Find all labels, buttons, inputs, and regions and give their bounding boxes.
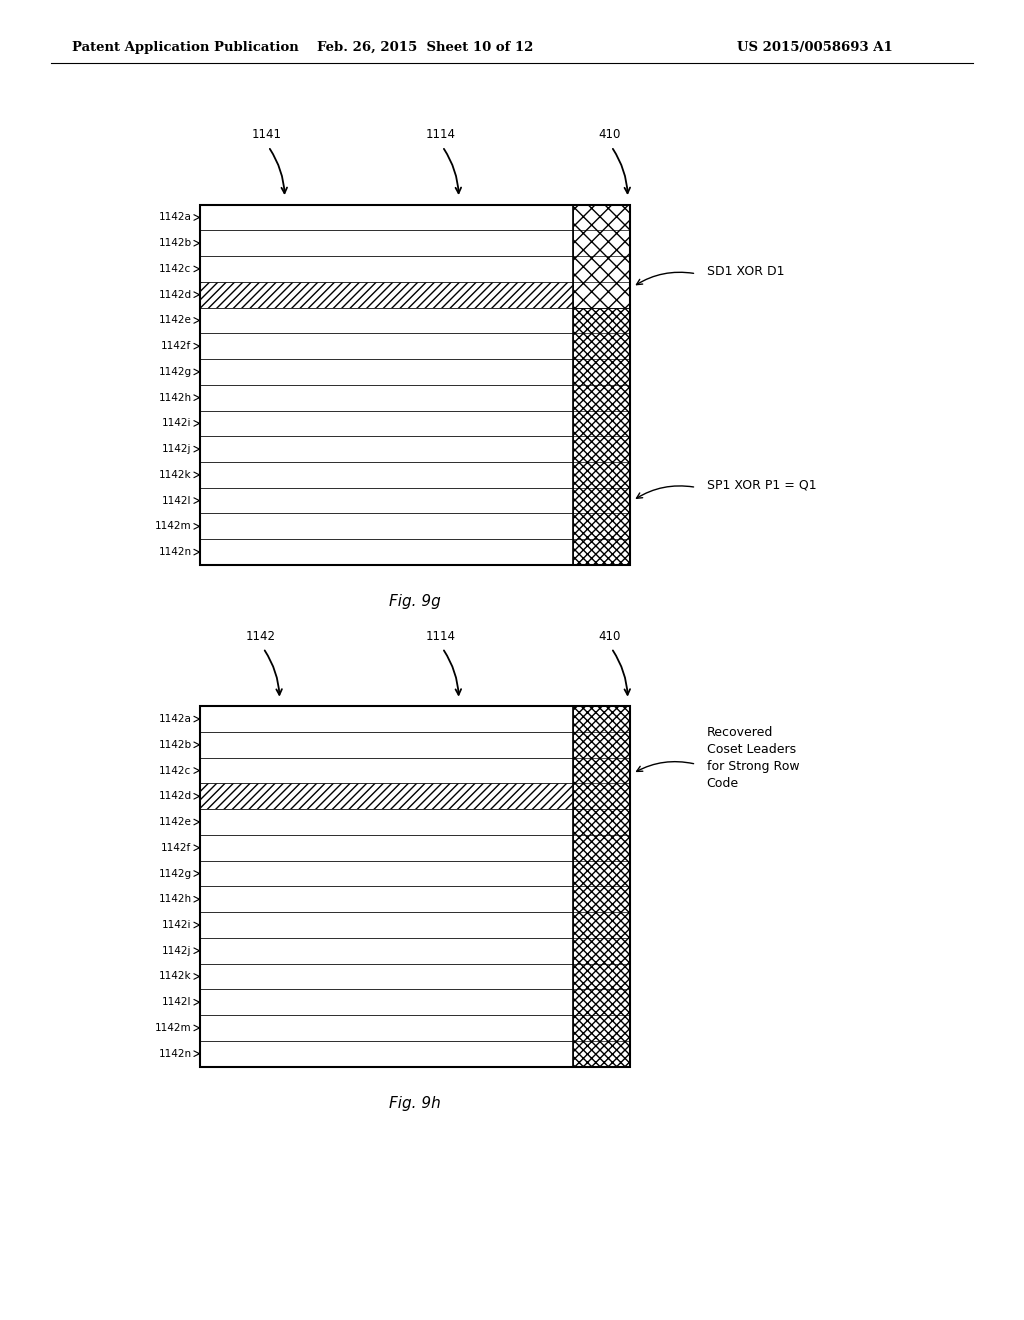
Bar — [200, 937, 573, 964]
Text: 1142b: 1142b — [159, 238, 191, 248]
Text: 1142e: 1142e — [159, 315, 191, 326]
Bar — [200, 334, 573, 359]
Bar — [200, 281, 573, 308]
Text: Fig. 9g: Fig. 9g — [389, 594, 440, 609]
Text: Fig. 9h: Fig. 9h — [389, 1096, 440, 1110]
Text: 1142f: 1142f — [161, 842, 191, 853]
Text: 410: 410 — [598, 630, 621, 643]
Bar — [573, 205, 630, 308]
Bar — [200, 1015, 573, 1040]
Bar — [200, 359, 573, 385]
Bar — [573, 706, 630, 1067]
Text: 1142j: 1142j — [162, 444, 191, 454]
Text: Patent Application Publication: Patent Application Publication — [72, 41, 298, 54]
Text: Feb. 26, 2015  Sheet 10 of 12: Feb. 26, 2015 Sheet 10 of 12 — [316, 41, 534, 54]
Text: 1142l: 1142l — [162, 997, 191, 1007]
Text: US 2015/0058693 A1: US 2015/0058693 A1 — [737, 41, 893, 54]
Bar — [200, 912, 573, 937]
Text: 1142j: 1142j — [162, 945, 191, 956]
Text: 1142f: 1142f — [161, 341, 191, 351]
Bar — [200, 385, 573, 411]
Text: SD1 XOR D1: SD1 XOR D1 — [707, 264, 784, 277]
Text: 1142: 1142 — [246, 630, 276, 643]
Bar — [200, 758, 573, 783]
Text: 1142g: 1142g — [159, 367, 191, 378]
Bar — [200, 411, 573, 436]
Text: 1142c: 1142c — [160, 264, 191, 275]
Text: 1142b: 1142b — [159, 739, 191, 750]
Bar — [200, 488, 573, 513]
Bar — [200, 256, 573, 281]
Bar — [200, 540, 573, 565]
Text: 1141: 1141 — [251, 128, 282, 141]
Text: Recovered
Coset Leaders
for Strong Row
Code: Recovered Coset Leaders for Strong Row C… — [707, 726, 799, 789]
Text: 1142m: 1142m — [155, 1023, 191, 1034]
Text: 1142h: 1142h — [159, 392, 191, 403]
Text: 1114: 1114 — [425, 630, 456, 643]
Bar — [200, 205, 630, 565]
Bar — [200, 731, 573, 758]
Bar — [200, 706, 573, 731]
Bar — [200, 1040, 573, 1067]
Text: 1142l: 1142l — [162, 495, 191, 506]
Text: 1142i: 1142i — [162, 418, 191, 429]
Text: 1142e: 1142e — [159, 817, 191, 828]
Bar — [200, 809, 573, 836]
Bar — [200, 513, 573, 539]
Text: 1142d: 1142d — [159, 289, 191, 300]
Text: 1142m: 1142m — [155, 521, 191, 532]
Bar — [200, 783, 573, 809]
Bar — [573, 308, 630, 565]
Text: 1142k: 1142k — [159, 470, 191, 480]
Bar — [200, 437, 573, 462]
Text: 1142h: 1142h — [159, 894, 191, 904]
Bar — [200, 205, 573, 230]
Bar — [200, 230, 573, 256]
Bar — [200, 462, 573, 488]
Text: 1142i: 1142i — [162, 920, 191, 931]
Text: 1142g: 1142g — [159, 869, 191, 879]
Text: 1114: 1114 — [425, 128, 456, 141]
Text: 1142d: 1142d — [159, 791, 191, 801]
Text: 1142n: 1142n — [159, 546, 191, 557]
Text: 1142k: 1142k — [159, 972, 191, 982]
Text: 1142c: 1142c — [160, 766, 191, 776]
Bar — [200, 706, 630, 1067]
Bar — [200, 887, 573, 912]
Text: 410: 410 — [598, 128, 621, 141]
Bar — [200, 836, 573, 861]
Bar — [200, 964, 573, 990]
Bar — [200, 308, 573, 333]
Text: SP1 XOR P1 = Q1: SP1 XOR P1 = Q1 — [707, 478, 816, 491]
Text: 1142n: 1142n — [159, 1048, 191, 1059]
Text: 1142a: 1142a — [159, 213, 191, 223]
Bar — [200, 861, 573, 887]
Bar — [200, 990, 573, 1015]
Text: 1142a: 1142a — [159, 714, 191, 725]
